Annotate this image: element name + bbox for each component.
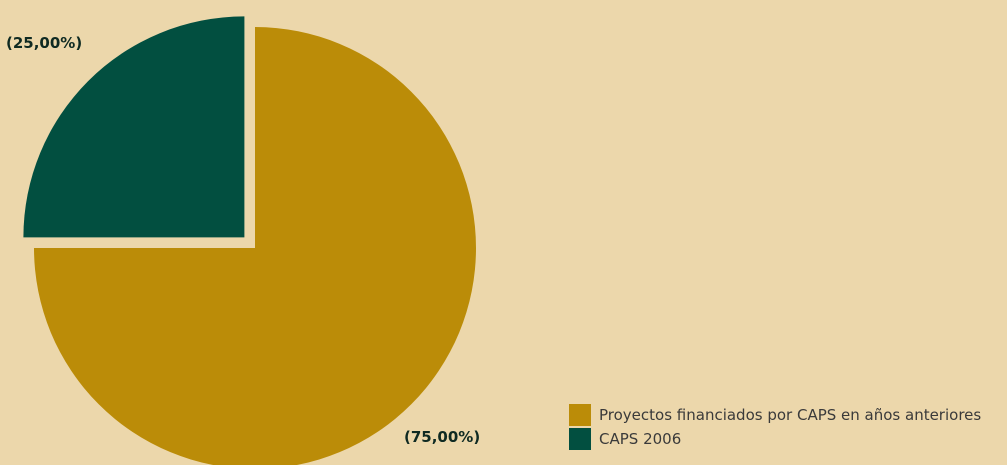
slice-label-caps-2006: (25,00%) (6, 34, 83, 52)
legend-swatch-caps-2006 (569, 428, 591, 450)
slice-label-prior-years: (75,00%) (404, 428, 481, 446)
legend-swatch-prior-years (569, 404, 591, 426)
pie-slice-prior-years (34, 27, 476, 465)
legend-label-caps-2006: CAPS 2006 (599, 430, 682, 448)
legend-item-prior-years: Proyectos financiados por CAPS en años a… (569, 404, 981, 426)
legend: Proyectos financiados por CAPS en años a… (569, 404, 981, 452)
legend-label-prior-years: Proyectos financiados por CAPS en años a… (599, 406, 982, 424)
pie-slice-caps-2006 (23, 16, 245, 238)
legend-item-caps-2006: CAPS 2006 (569, 428, 981, 450)
